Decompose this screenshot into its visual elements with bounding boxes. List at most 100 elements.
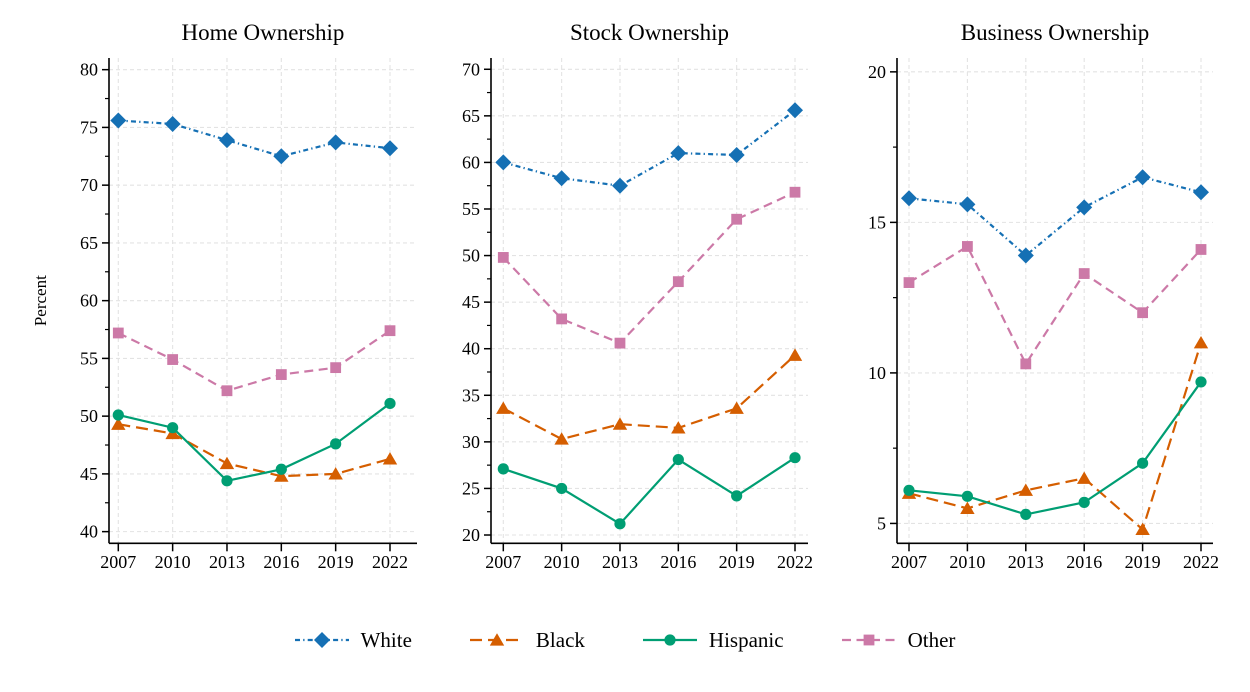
triangle-marker	[960, 501, 975, 514]
circle-marker	[731, 490, 743, 502]
series-line-white	[503, 109, 796, 187]
circle-marker	[221, 475, 233, 487]
x-tick-label: 2019	[1125, 552, 1161, 572]
y-tick-label: 5	[877, 513, 886, 533]
triangle-marker	[612, 417, 628, 430]
circle-marker	[1195, 376, 1207, 388]
panel-title: Home Ownership	[182, 20, 345, 45]
triangle-marker	[1077, 471, 1092, 484]
x-tick-label: 2013	[1008, 552, 1044, 572]
circle-marker	[112, 409, 124, 421]
series-white	[495, 102, 803, 194]
square-marker	[556, 313, 568, 325]
gridlines	[491, 58, 808, 544]
series-line-hispanic	[908, 381, 1202, 516]
x-tick-label: 2022	[777, 552, 813, 572]
diamond-marker	[670, 145, 687, 162]
series-line-black	[118, 423, 391, 478]
series-line-white	[908, 176, 1202, 257]
diamond-marker	[164, 115, 181, 132]
legend-swatch-other	[841, 634, 896, 646]
series-line-other	[502, 191, 796, 345]
triangle-marker	[671, 421, 686, 434]
circle-icon	[664, 634, 676, 646]
legend-item-hispanic: Hispanic	[642, 627, 784, 652]
x-tick-label: 2010	[155, 552, 191, 572]
y-tick-label: 40	[462, 339, 480, 359]
y-tick-label: 15	[868, 212, 886, 232]
x-tick-label: 2016	[263, 552, 299, 572]
legend-label-other: Other	[907, 627, 956, 652]
legend-item-black: Black	[469, 627, 585, 652]
y-tick-label: 60	[80, 291, 98, 311]
square-marker	[903, 277, 915, 288]
triangle-marker	[496, 401, 511, 414]
y-tick-label: 70	[462, 59, 480, 79]
triangle-marker	[1018, 483, 1033, 496]
y-tick-label: 65	[80, 233, 98, 253]
circle-marker	[1137, 457, 1149, 469]
square-marker	[614, 337, 626, 349]
triangle-marker	[1193, 335, 1209, 349]
series-line-white	[118, 119, 391, 158]
circle-marker	[497, 463, 509, 475]
circle-marker	[961, 490, 974, 502]
y-tick-label: 50	[462, 246, 480, 266]
square-marker	[112, 327, 124, 339]
legend-item-white: White	[294, 627, 412, 652]
series-line-other	[908, 244, 1202, 367]
legend-swatch-white	[294, 632, 349, 648]
series-line-other	[117, 329, 391, 392]
triangle-marker	[787, 348, 803, 361]
x-tick-label: 2019	[318, 552, 354, 572]
square-marker	[1195, 244, 1207, 255]
square-marker	[731, 213, 743, 225]
diamond-marker	[110, 112, 127, 129]
diamond-marker	[1193, 184, 1209, 201]
circle-marker	[384, 397, 396, 410]
x-tick-label: 2022	[1183, 552, 1219, 572]
axes: 40 45 50 55 60 65 70 75 80 2007 2010 2013 2016 2019 20…	[80, 58, 417, 572]
legend-label-white: White	[360, 627, 412, 652]
diamond-marker	[611, 177, 628, 194]
square-marker	[275, 369, 287, 380]
diamond-marker	[382, 140, 398, 157]
diamond-marker	[1076, 199, 1093, 216]
diamond-marker	[1017, 247, 1034, 264]
triangle-marker	[382, 452, 398, 465]
y-tick-label: 45	[80, 464, 98, 484]
x-tick-label: 2007	[100, 552, 136, 572]
diamond-marker	[1134, 169, 1151, 186]
triangle-icon	[489, 633, 505, 646]
diamond-marker	[553, 170, 570, 187]
series-black	[111, 417, 398, 482]
legend-item-other: Other	[841, 627, 956, 652]
gridlines	[109, 58, 417, 544]
square-marker	[221, 385, 233, 397]
series-black	[496, 348, 803, 445]
square-marker	[962, 241, 973, 252]
square-marker	[1020, 358, 1032, 370]
legend-swatch-black	[469, 633, 524, 646]
diamond-marker	[495, 154, 512, 171]
y-tick-label: 55	[80, 348, 98, 368]
square-marker	[497, 252, 509, 263]
triangle-marker	[554, 432, 569, 445]
square-marker	[384, 325, 396, 337]
x-tick-label: 2016	[1066, 552, 1102, 572]
legend: White Black Hispanic Other	[0, 600, 1250, 680]
x-tick-label: 2022	[372, 552, 408, 572]
circle-marker	[1078, 496, 1090, 508]
diamond-icon	[313, 632, 330, 648]
y-tick-label: 20	[868, 62, 886, 82]
circle-marker	[167, 422, 179, 434]
legend-label-black: Black	[535, 627, 585, 652]
x-tick-label: 2010	[949, 552, 985, 572]
diamond-marker	[959, 196, 976, 213]
y-tick-label: 20	[462, 525, 480, 545]
legend-label-hispanic: Hispanic	[708, 627, 784, 652]
axes: 20 25 30 35 40 45 50 55 60 65 70 2007 2010 2013 2016 20…	[462, 58, 813, 572]
circle-marker	[556, 482, 568, 495]
gridlines	[897, 58, 1213, 544]
y-tick-label: 70	[80, 175, 98, 195]
